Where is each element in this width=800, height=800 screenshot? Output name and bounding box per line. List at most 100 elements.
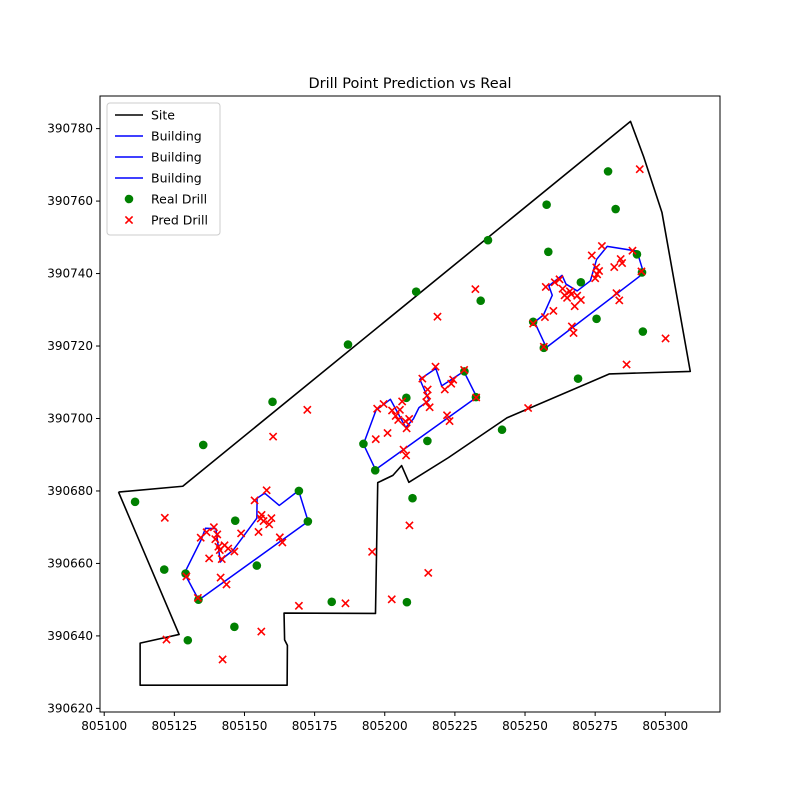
pred-drill-point xyxy=(209,523,219,532)
legend-x-swatch xyxy=(124,215,134,225)
pred-drill-point xyxy=(387,595,396,604)
real-drill-point xyxy=(576,277,586,287)
pred-drill-point xyxy=(193,593,203,603)
pred-drill-point xyxy=(397,397,407,406)
x-tick-label: 805300 xyxy=(642,719,688,733)
real-drill-point xyxy=(611,204,620,214)
pred-drill-point xyxy=(567,290,576,299)
pred-drill-point xyxy=(558,284,567,293)
chart-title: Drill Point Prediction vs Real xyxy=(308,76,511,92)
pred-drill-point xyxy=(597,241,607,251)
real-drill-point xyxy=(198,440,208,450)
pred-drill-point xyxy=(230,547,239,556)
legend-label: Building xyxy=(151,171,202,186)
y-tick-label: 390780 xyxy=(47,122,93,136)
pred-drill-point xyxy=(259,516,268,526)
pred-drill-layer xyxy=(160,165,670,664)
pred-drill-point xyxy=(265,520,274,529)
pred-drill-point xyxy=(262,486,271,495)
pred-drill-point xyxy=(373,404,382,413)
pred-drill-point xyxy=(394,415,403,425)
pred-drill-point xyxy=(202,528,211,537)
plot-area-frame xyxy=(99,95,721,713)
real-drill-point xyxy=(603,167,613,176)
pred-drill-point xyxy=(371,434,380,444)
real-drill-point xyxy=(370,466,380,475)
pred-drill-point xyxy=(567,322,577,331)
y-tick-label: 390720 xyxy=(47,339,93,353)
pred-drill-point xyxy=(218,655,227,664)
real-drill-point xyxy=(268,397,277,407)
pred-drill-point xyxy=(445,416,454,426)
x-axis: 805100 805125 805150 805175 805200 805225 8052… xyxy=(81,712,688,733)
pred-drill-point xyxy=(182,572,191,581)
real-drill-point xyxy=(408,493,417,503)
real-drill-point xyxy=(528,317,538,327)
real-drill-point xyxy=(411,287,421,296)
pred-drill-point xyxy=(423,385,432,394)
real-drill-point xyxy=(294,486,304,496)
x-tick-label: 805225 xyxy=(432,719,478,733)
pred-drill-point xyxy=(405,521,414,530)
pred-drill-point xyxy=(254,527,263,537)
pred-drill-point xyxy=(433,312,442,321)
pred-drill-point xyxy=(540,312,550,322)
real-drill-point xyxy=(483,235,493,245)
site-layer xyxy=(117,120,692,686)
pred-drill-point xyxy=(224,544,233,553)
pred-drill-point xyxy=(628,246,637,255)
pred-drill-point xyxy=(617,258,627,268)
real-drill-point xyxy=(303,517,313,526)
y-tick-label: 390700 xyxy=(47,411,93,425)
real-drill-point xyxy=(327,597,337,607)
pred-drill-point xyxy=(555,275,564,284)
real-drill-point xyxy=(359,439,368,449)
pred-drill-point xyxy=(449,375,458,384)
site-boundary xyxy=(117,120,692,686)
pred-drill-point xyxy=(615,296,624,305)
pred-drill-point xyxy=(257,510,266,520)
pred-drill-point xyxy=(422,398,431,407)
real-drill-point xyxy=(130,497,140,507)
pred-drill-point xyxy=(257,627,266,636)
real-drill-point xyxy=(343,340,353,349)
legend-label: Real Drill xyxy=(151,192,207,207)
pred-drill-point xyxy=(541,282,550,292)
building-outline-2 xyxy=(362,367,478,471)
y-tick-label: 390640 xyxy=(47,629,93,643)
pred-drill-point xyxy=(459,365,469,375)
pred-drill-point xyxy=(424,568,433,578)
pred-drill-point xyxy=(523,403,533,413)
pred-drill-point xyxy=(294,601,304,610)
legend-label: Building xyxy=(151,129,202,144)
pred-drill-point xyxy=(402,424,411,433)
pred-drill-point xyxy=(471,284,480,294)
pred-drill-point xyxy=(612,288,621,298)
pred-drill-point xyxy=(303,405,312,414)
pred-drill-point xyxy=(472,393,481,402)
pred-drill-point xyxy=(367,547,377,557)
pred-drill-point xyxy=(278,538,287,547)
pred-drill-point xyxy=(550,278,559,287)
pred-drill-point xyxy=(395,405,405,414)
pred-drill-point xyxy=(447,379,456,388)
real-drill-point xyxy=(592,314,601,324)
x-tick-label: 805125 xyxy=(151,719,197,733)
real-drill-point xyxy=(497,425,507,435)
y-axis: 390620 390640 390660 390680 390700 390720 3907… xyxy=(47,122,100,715)
legend-label: Building xyxy=(151,150,202,165)
pred-drill-point xyxy=(399,445,408,454)
pred-drill-point xyxy=(268,432,278,441)
real-drill-point xyxy=(460,367,469,376)
pred-drill-point xyxy=(576,295,586,305)
pred-drill-point xyxy=(267,513,276,523)
pred-drill-point xyxy=(528,319,538,328)
pred-drill-point xyxy=(549,306,558,316)
legend-circle-swatch xyxy=(124,194,134,204)
pred-drill-point xyxy=(442,411,452,420)
legend: Site Building Building Building Real Drill Pr… xyxy=(106,102,221,236)
real-drill-point xyxy=(573,374,583,383)
real-drill-point xyxy=(423,436,432,446)
x-tick-label: 805275 xyxy=(572,719,618,733)
